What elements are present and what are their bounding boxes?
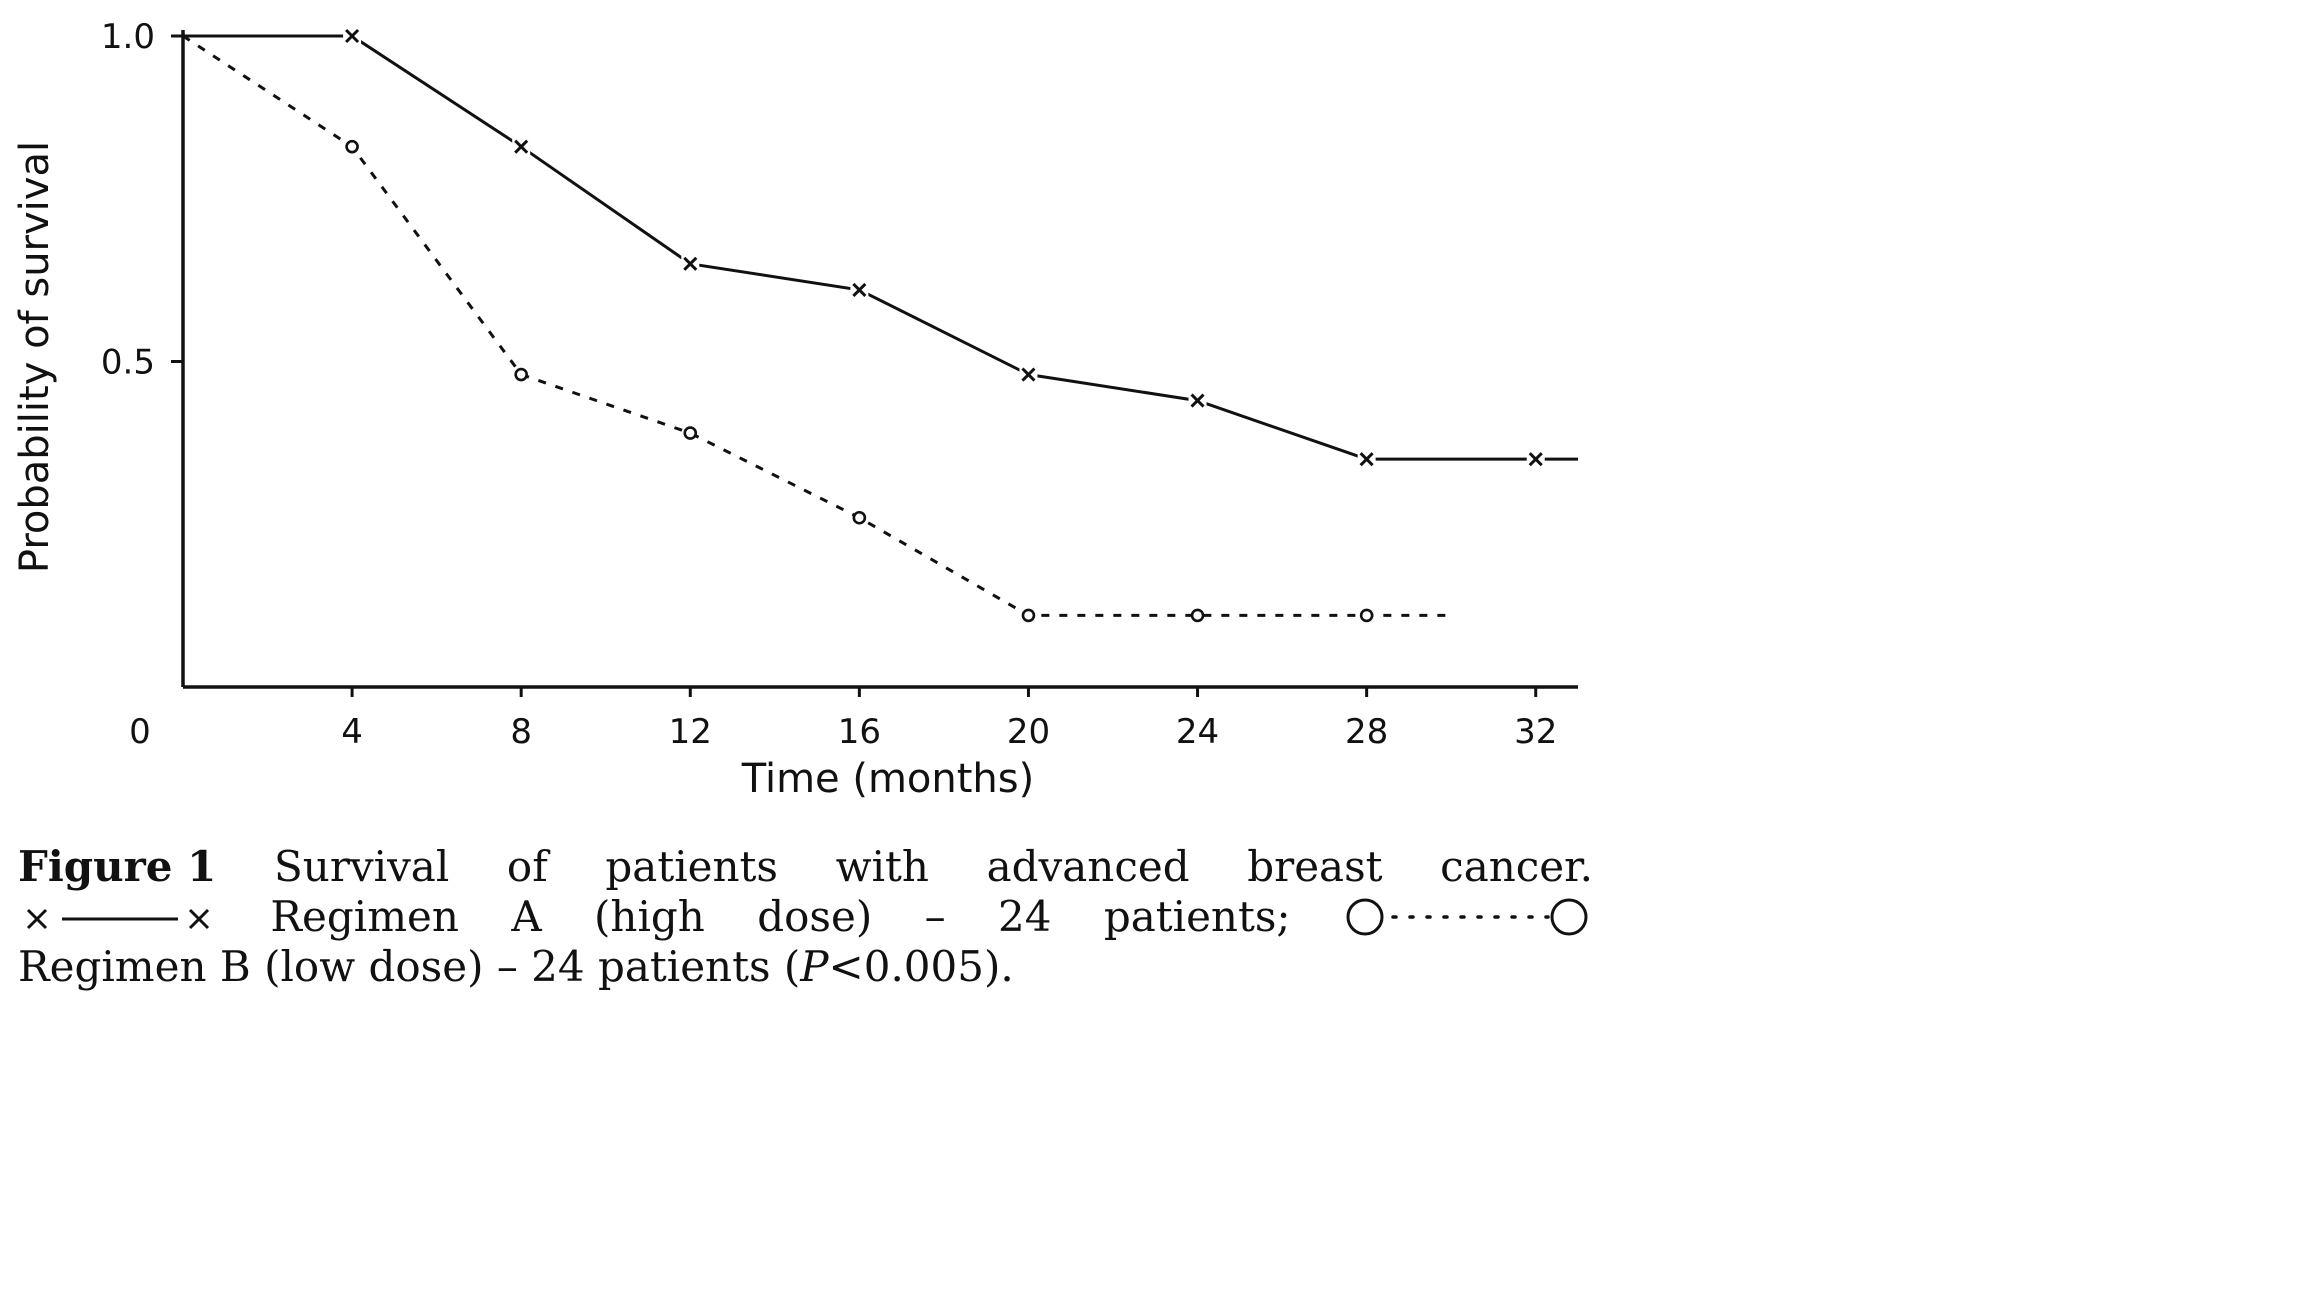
data-point-x-marker	[512, 137, 531, 156]
caption-line-2: Regimen A (high dose) – 24 patients;	[18, 892, 1593, 942]
caption-word: advanced	[986, 842, 1190, 891]
legend-solid-x-icon	[18, 892, 218, 942]
caption-word: patients	[605, 842, 778, 891]
data-point-x-marker	[681, 254, 700, 273]
data-point-x-marker	[1526, 450, 1545, 469]
series-regimen-a	[183, 27, 1578, 469]
figure-label: Figure 1	[18, 842, 217, 891]
data-point-o-marker	[1021, 608, 1036, 623]
survival-chart: 4 8 12 16 20 24 28 32 0.5 1.0 0 Probability of sur…	[12, 17, 1578, 802]
caption-text: Regimen B (low dose) – 24 patients (	[18, 942, 801, 991]
x-tick-label: 8	[510, 712, 532, 752]
data-point-o-marker	[514, 367, 528, 382]
data-point-o-marker	[1359, 608, 1374, 623]
data-point-x-marker	[343, 27, 362, 45]
y-tick-label: 0.5	[101, 343, 155, 383]
x-tick-label: 28	[1345, 712, 1388, 752]
data-point-o-marker	[345, 139, 359, 154]
x-tick-label: 32	[1514, 712, 1557, 752]
caption-word: with	[835, 842, 929, 891]
caption-word: –	[924, 892, 946, 941]
y-tick-label: 1.0	[101, 17, 155, 57]
x-tick-label: 12	[669, 712, 712, 752]
caption-word: dose)	[757, 892, 873, 941]
data-point-o-marker	[683, 426, 698, 440]
x-tick-label: 24	[1176, 712, 1219, 752]
caption-word: breast	[1247, 842, 1383, 891]
data-point-x-marker	[850, 280, 869, 299]
data-point-x-marker	[1019, 365, 1038, 384]
y-axis-title: Probability of survival	[12, 141, 58, 573]
axes: 4 8 12 16 20 24 28 32 0.5 1.0 0	[101, 17, 1578, 752]
data-point-o-marker	[852, 510, 867, 525]
data-point-o-marker	[1190, 608, 1205, 623]
x-tick-label: 16	[838, 712, 881, 752]
data-point-x-marker	[1188, 391, 1207, 410]
caption-word: Regimen	[270, 892, 459, 941]
caption-text: <0.005).	[828, 942, 1014, 991]
figure-caption: Figure 1 Survival of patients with advan…	[18, 842, 1593, 992]
caption-word: cancer.	[1440, 842, 1593, 891]
caption-p-symbol: P	[800, 942, 829, 991]
caption-word: 24	[998, 892, 1052, 941]
caption-line-3: Regimen B (low dose) – 24 patients (P<0.…	[18, 942, 1593, 992]
caption-word: A	[511, 892, 542, 941]
series-layer	[182, 27, 1578, 623]
caption-word: of	[506, 842, 548, 891]
x-tick-label: 4	[341, 712, 363, 752]
caption-line-1: Figure 1 Survival of patients with advan…	[18, 842, 1593, 892]
legend-dotted-o-icon	[1343, 892, 1593, 942]
series-b-line	[182, 34, 1452, 617]
series-regimen-b	[182, 34, 1452, 623]
x-tick-label: 20	[1007, 712, 1050, 752]
caption-word: Survival	[274, 842, 450, 891]
data-point-x-marker	[1357, 450, 1376, 469]
caption-word: patients;	[1103, 892, 1291, 941]
x-axis-title: Time (months)	[741, 756, 1034, 802]
series-a-line	[183, 34, 1578, 461]
origin-label: 0	[129, 712, 151, 752]
caption-word: (high	[594, 892, 705, 941]
